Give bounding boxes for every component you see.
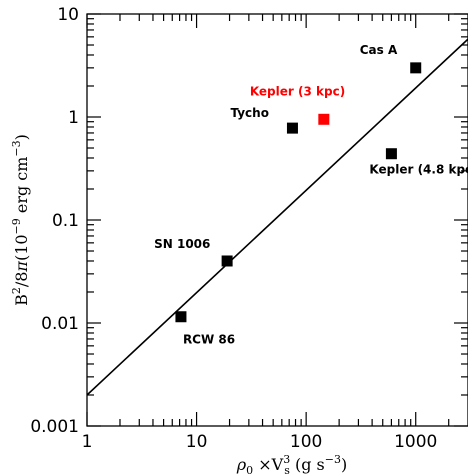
fit-line — [86, 38, 468, 396]
x-tick-label: 1 — [82, 432, 93, 452]
y-tick-labels: 0.001 0.01 0.1 1 10 — [30, 5, 79, 437]
label-kepler-3-kpc: Kepler (3 kpc) — [250, 84, 345, 98]
major-ticks — [86, 13, 468, 427]
point-rcw-86 — [175, 311, 187, 323]
point-kepler-4-8-kpc — [385, 148, 397, 160]
y-tick-label: 1 — [68, 108, 79, 128]
label-kepler-4-8-kpc: Kepler (4.8 kpc) — [369, 163, 468, 177]
x-tick-label: 1000 — [394, 432, 437, 452]
y-tick-label: 0.001 — [30, 417, 79, 437]
label-tycho: Tycho — [230, 106, 268, 120]
y-tick-label: 0.01 — [41, 314, 79, 334]
y-axis-title: B2/8π(10−9 erg cm−3) — [10, 134, 31, 306]
y-tick-label: 0.1 — [52, 211, 79, 231]
point-kepler-3-kpc — [318, 113, 330, 125]
x-tick-label: 10 — [186, 432, 208, 452]
x-tick-labels: 1 10 100 1000 — [82, 432, 438, 452]
point-tycho — [286, 122, 298, 134]
point-labels: Cas A Kepler (3 kpc) Tycho Kepler (4.8 kpc)… — [154, 43, 468, 347]
point-cas-a — [410, 62, 422, 74]
x-tick-label: 100 — [290, 432, 322, 452]
label-cas-a: Cas A — [360, 43, 398, 57]
minor-ticks — [87, 14, 468, 426]
data-points — [175, 62, 422, 323]
label-rcw-86: RCW 86 — [183, 333, 235, 347]
point-sn-1006 — [221, 255, 233, 267]
y-tick-label: 10 — [57, 5, 79, 25]
plot-frame — [86, 13, 468, 427]
label-sn-1006: SN 1006 — [154, 237, 210, 251]
x-axis-title: ρ0 ×V3 s (g s−3) — [236, 453, 347, 476]
